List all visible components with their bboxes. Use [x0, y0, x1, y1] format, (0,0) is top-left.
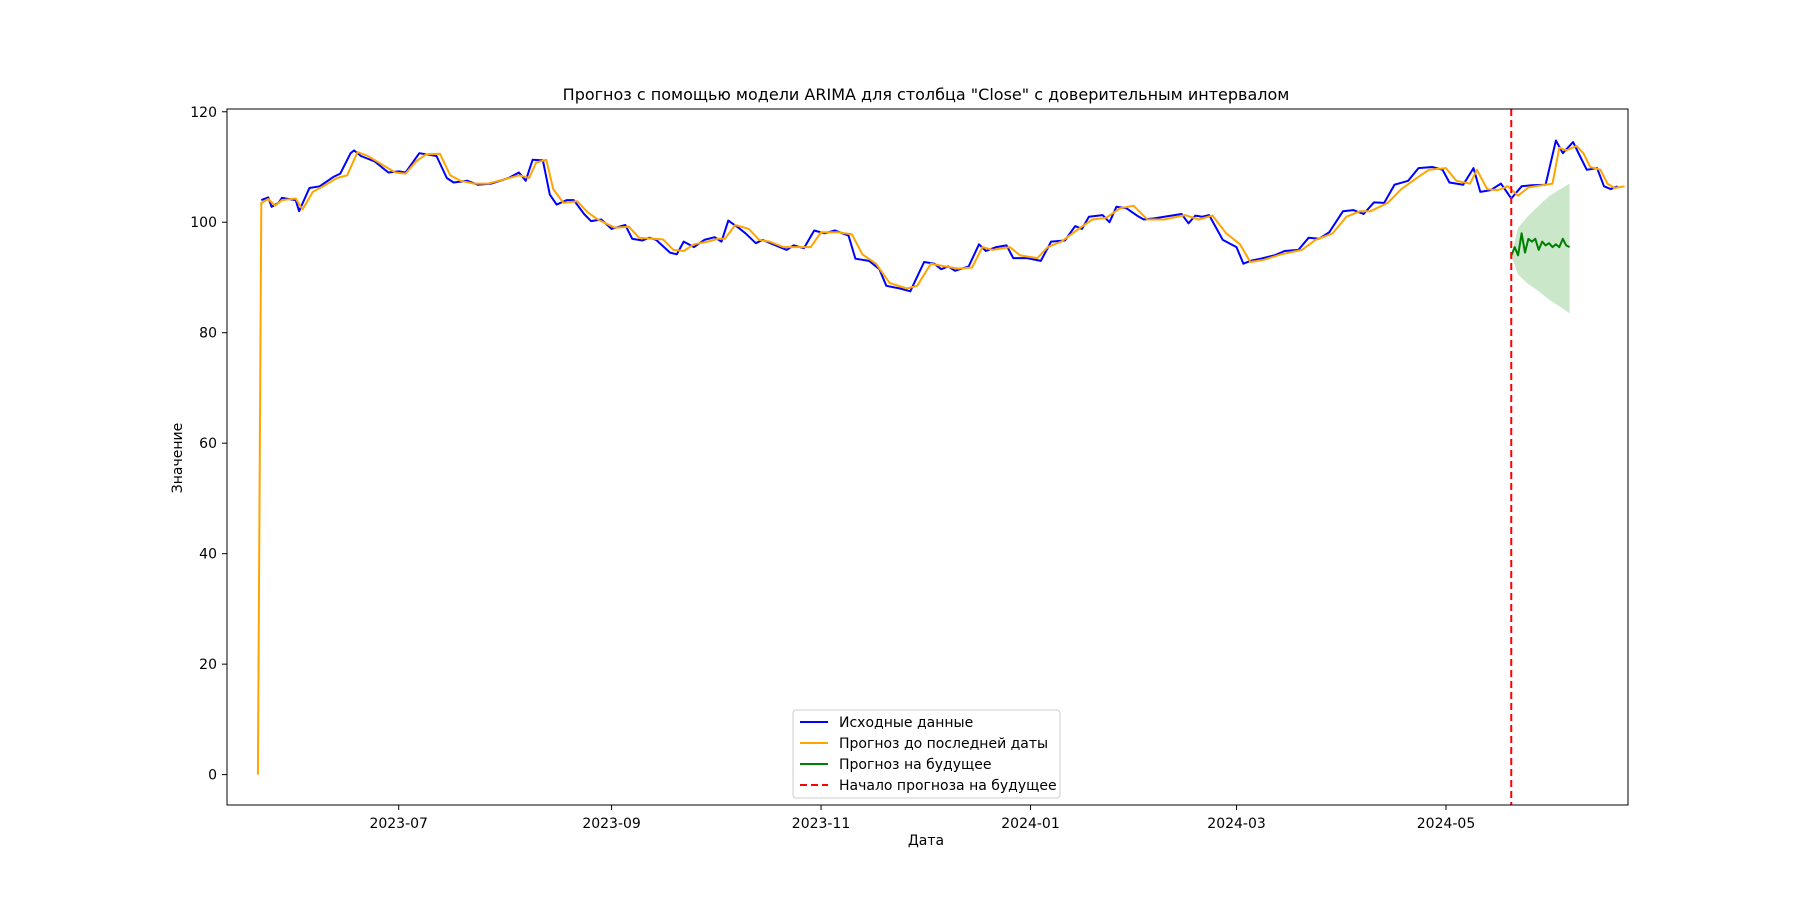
legend-label-forecast: Прогноз на будущее: [839, 757, 991, 773]
legend-label-forecast_start: Начало прогноза на будущее: [839, 778, 1057, 794]
y-tick-label: 0: [208, 768, 217, 784]
x-tick-label: 2023-09: [582, 816, 641, 832]
y-tick-label: 40: [199, 547, 217, 563]
y-tick-label: 80: [199, 326, 217, 342]
y-tick-label: 20: [199, 657, 217, 673]
series-line-fitted: [256, 145, 1625, 775]
legend: Исходные данные Прогноз до последней даты…: [792, 709, 1061, 799]
y-tick-label: 100: [190, 215, 217, 231]
series-layer: [256, 139, 1625, 775]
legend-box: [792, 709, 1061, 799]
y-tick-label: 60: [199, 436, 217, 452]
x-tick-label: 2023-11: [792, 816, 851, 832]
series-line-forecast: [1510, 232, 1571, 257]
x-axis-ticks: 2023-07 2023-09 2023-11 2024-01 2024-03 2024-…: [369, 805, 1475, 832]
y-tick-label: 120: [190, 105, 217, 121]
x-tick-label: 2024-03: [1207, 816, 1266, 832]
x-tick-label: 2023-07: [369, 816, 428, 832]
plot-area: [256, 109, 1625, 805]
x-tick-label: 2024-05: [1417, 816, 1476, 832]
confidence-interval-band: [1511, 183, 1570, 314]
axes-frame: [226, 108, 1629, 806]
legend-label-fitted: Прогноз до последней даты: [839, 736, 1048, 752]
chart-title: Прогноз с помощью модели ARIMA для столб…: [563, 85, 1290, 104]
y-axis-label: Значение: [170, 423, 186, 493]
y-axis-ticks: 0 20 40 60 80 100 120: [190, 105, 227, 784]
confidence-interval-layer: [1511, 183, 1570, 314]
x-axis-label: Дата: [908, 833, 944, 849]
series-line-original: [260, 139, 1619, 293]
x-tick-label: 2024-01: [1001, 816, 1060, 832]
legend-label-original: Исходные данные: [839, 715, 973, 731]
